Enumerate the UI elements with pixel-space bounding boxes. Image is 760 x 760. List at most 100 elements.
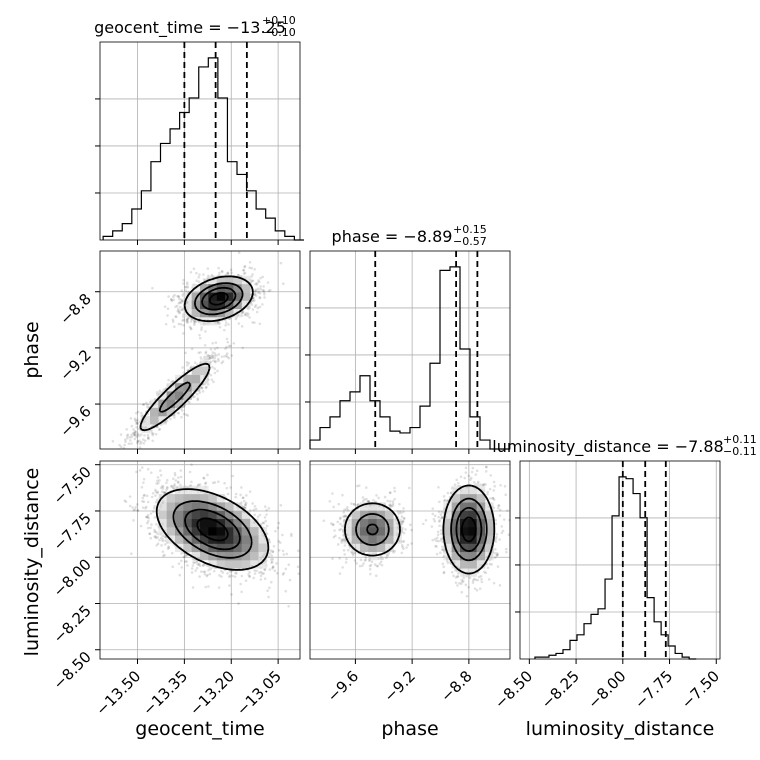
density-cell bbox=[200, 284, 209, 293]
sample-point bbox=[482, 482, 486, 486]
sample-point bbox=[488, 487, 492, 491]
sample-point bbox=[355, 562, 358, 565]
sample-point bbox=[197, 320, 201, 324]
sample-point bbox=[205, 277, 209, 281]
density-cell bbox=[225, 275, 234, 285]
sample-point bbox=[364, 556, 367, 559]
sample-point bbox=[352, 502, 356, 506]
sample-point bbox=[248, 575, 251, 578]
sample-point bbox=[263, 505, 267, 508]
sample-point bbox=[204, 330, 207, 333]
sample-point bbox=[132, 433, 136, 437]
sample-point bbox=[224, 347, 227, 350]
sample-point bbox=[474, 473, 478, 476]
density-cell bbox=[191, 366, 201, 376]
sample-point bbox=[185, 285, 188, 289]
sample-point bbox=[126, 434, 129, 438]
density-cell bbox=[200, 518, 209, 528]
density-cell bbox=[216, 300, 226, 310]
sample-point bbox=[156, 542, 160, 546]
sample-point bbox=[389, 491, 392, 495]
ylabel-phase: phase bbox=[21, 321, 43, 378]
sample-point bbox=[398, 502, 401, 506]
hist-phase bbox=[309, 266, 510, 450]
sample-point bbox=[150, 495, 154, 499]
density-cell bbox=[200, 502, 209, 511]
xtick-label: −13.35 bbox=[139, 667, 191, 719]
sample-point bbox=[177, 311, 181, 315]
sample-point bbox=[210, 356, 213, 359]
sample-point bbox=[171, 565, 175, 569]
sample-point bbox=[185, 319, 188, 322]
sample-point bbox=[135, 420, 138, 423]
density-cell bbox=[443, 543, 452, 553]
sample-point bbox=[135, 422, 138, 425]
density-cell bbox=[191, 527, 201, 536]
sample-point bbox=[248, 574, 251, 578]
sample-point bbox=[339, 527, 343, 531]
sample-point bbox=[263, 516, 267, 519]
sample-point bbox=[361, 496, 365, 499]
sample-point bbox=[204, 350, 208, 354]
sample-point bbox=[250, 279, 254, 283]
density-cell bbox=[141, 424, 151, 433]
sample-point bbox=[471, 579, 475, 582]
density-cell bbox=[183, 494, 192, 503]
sample-point bbox=[141, 438, 145, 441]
sample-point bbox=[403, 517, 406, 520]
sample-point bbox=[436, 533, 440, 537]
sample-point bbox=[166, 485, 169, 489]
sample-point bbox=[146, 500, 150, 504]
sample-point bbox=[244, 503, 247, 506]
sample-point bbox=[421, 522, 425, 526]
sample-point bbox=[290, 534, 293, 538]
xtick-label: −9.6 bbox=[324, 667, 362, 705]
sample-point bbox=[193, 361, 197, 364]
sample-point bbox=[138, 434, 141, 438]
sample-point bbox=[144, 506, 147, 510]
sample-point bbox=[135, 435, 139, 439]
sample-point bbox=[153, 535, 156, 539]
sample-point bbox=[146, 405, 149, 409]
sample-point bbox=[494, 540, 498, 543]
sample-point bbox=[254, 289, 257, 293]
sample-point bbox=[130, 552, 133, 556]
sample-point bbox=[124, 440, 127, 444]
density-cell bbox=[376, 543, 386, 553]
sample-point bbox=[331, 523, 335, 527]
density-cell bbox=[183, 383, 192, 392]
sample-point bbox=[507, 533, 510, 537]
sample-point bbox=[258, 296, 262, 300]
sample-point bbox=[130, 424, 134, 428]
sample-point bbox=[225, 345, 228, 349]
sample-point bbox=[229, 486, 232, 489]
sample-point bbox=[262, 289, 266, 292]
contour-line bbox=[208, 291, 229, 306]
ytick-label: −9.6 bbox=[56, 402, 94, 440]
sample-point bbox=[182, 278, 185, 282]
sample-point bbox=[486, 490, 490, 494]
sample-point bbox=[208, 361, 211, 364]
contour-line bbox=[461, 516, 477, 543]
sample-point bbox=[332, 505, 335, 509]
sample-point bbox=[431, 538, 435, 542]
sample-point bbox=[155, 544, 158, 547]
sample-point bbox=[183, 555, 186, 559]
sample-point bbox=[393, 497, 396, 501]
sample-point bbox=[271, 557, 275, 561]
sample-point bbox=[469, 478, 472, 481]
density-cell bbox=[208, 494, 217, 503]
sample-point bbox=[254, 304, 258, 307]
sample-point bbox=[251, 279, 255, 283]
sample-point bbox=[124, 500, 128, 504]
density-cell bbox=[225, 527, 234, 536]
sample-point bbox=[400, 543, 404, 547]
sample-point bbox=[277, 548, 281, 552]
density-cell bbox=[175, 391, 184, 400]
sample-point bbox=[489, 497, 492, 500]
sample-point bbox=[131, 506, 134, 509]
sample-point bbox=[210, 354, 214, 357]
sample-point bbox=[342, 511, 346, 514]
sample-point bbox=[198, 391, 202, 394]
density-cell bbox=[191, 374, 201, 384]
